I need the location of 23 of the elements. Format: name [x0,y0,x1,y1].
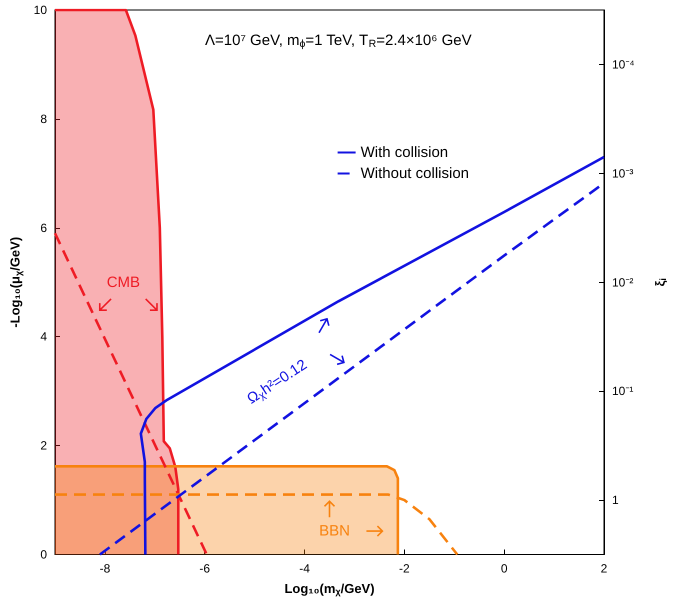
y2-tick-label: 10⁻³ [612,166,634,180]
x-tick-label: -8 [100,562,111,576]
y2-tick-label: 1 [612,493,619,508]
x-tick-label: -6 [199,562,210,576]
annotation: BBN [319,522,350,540]
annotation: CMB [106,274,140,291]
y2-tick-label: 10⁻¹ [612,384,634,398]
x-tick-label: 2 [600,562,608,576]
y2-tick-label: 10⁻⁴ [612,57,635,72]
y-tick-label: 10 [34,3,48,17]
y-tick-label: 8 [40,112,48,126]
y2-axis-title: ξi [652,278,668,286]
legend-label: With collision [360,144,448,161]
y-tick-label: 2 [40,438,48,453]
x-tick-label: -2 [399,562,410,576]
y-tick-label: 4 [40,330,48,344]
y-axis-title: -Log₁₀(μχ/GeV) [8,236,24,328]
y-tick-label: 0 [40,548,48,562]
legend-label: Without collision [360,165,470,182]
x-tick-label: 0 [500,562,508,576]
y-tick-label: 6 [40,220,48,235]
x-tick-label: -4 [299,562,310,576]
y2-tick-label: 10⁻² [612,275,634,290]
